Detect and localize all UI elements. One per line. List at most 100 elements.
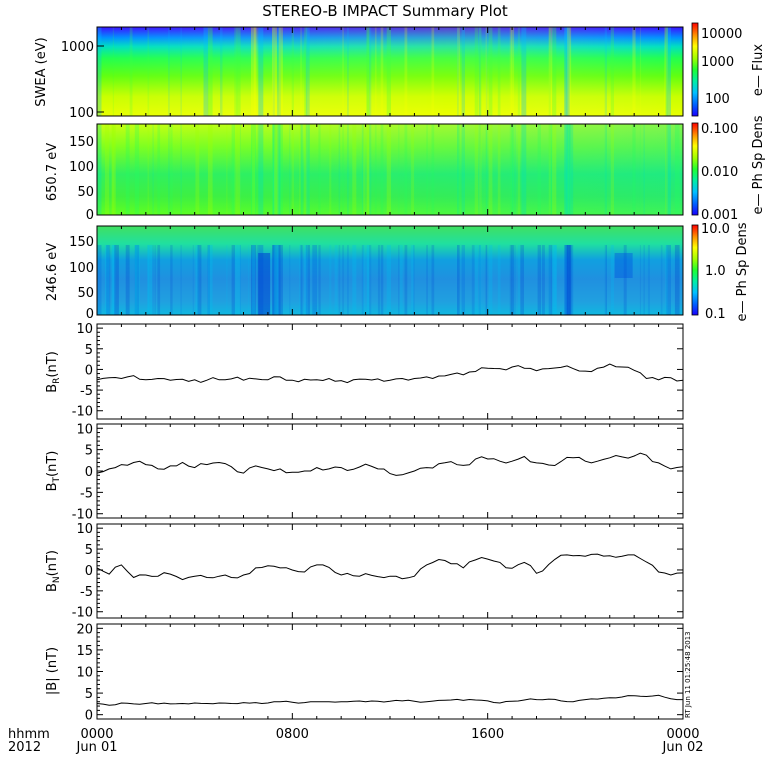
spectrogram-streak — [147, 124, 150, 215]
spectrogram-streak — [248, 245, 250, 315]
spectrogram-streak — [299, 124, 301, 215]
spectrogram-streak — [112, 27, 114, 116]
bn-ylabel: BN(nT) — [45, 550, 62, 592]
spectrogram-streak — [548, 27, 553, 116]
spectrogram-streak — [152, 124, 154, 215]
spectrogram-streak — [239, 124, 241, 215]
spectrogram-streak — [461, 124, 465, 215]
spectrogram-streak — [278, 124, 283, 215]
spectrogram-streak — [366, 124, 370, 215]
spectrogram-streak — [170, 124, 173, 215]
spectrogram-streak — [308, 124, 310, 215]
spectrogram-streak — [457, 27, 460, 116]
spectrogram-streak — [147, 27, 150, 116]
spectrogram-streak — [551, 245, 557, 315]
spectrogram-streak — [300, 124, 304, 215]
spectrogram-streak — [236, 245, 241, 315]
spectrogram-streak — [207, 124, 213, 215]
bt-ylabel: BT(nT) — [45, 451, 62, 492]
spectrogram-streak — [537, 245, 541, 315]
bt-ytick-label: -10 — [72, 508, 93, 523]
bn-panel: 10 5 0 -5 -10 BN(nT) — [45, 522, 684, 621]
spectrogram-streak — [134, 245, 140, 315]
spectrogram-streak — [674, 245, 680, 315]
spectrogram-streak — [564, 245, 568, 315]
pad246-spectrogram-image — [97, 226, 683, 315]
spectrogram-streak — [272, 124, 277, 215]
spectrogram-streak — [220, 27, 223, 116]
spectrogram-streak — [168, 27, 170, 116]
spectrogram-streak — [168, 124, 170, 215]
spectrogram-streak — [299, 245, 301, 315]
spectrogram-streak — [366, 245, 370, 315]
spectrogram-streak — [566, 245, 572, 315]
swea-cbar-tick-10000: 10000 — [701, 27, 742, 42]
spectrogram-streak — [129, 27, 133, 116]
spectrogram-streak — [258, 27, 264, 116]
pad246-cbar-tick-100: 10.0 — [701, 222, 730, 237]
spectrogram-streak — [180, 27, 182, 116]
spectrogram-streak — [273, 245, 276, 315]
spectrogram-streak — [329, 124, 332, 215]
pad650-spectrogram-panel: 150 100 50 0 650.7 eV 0.100 0.010 0.001 … — [45, 115, 766, 223]
bn-ytick-label: 5 — [85, 543, 93, 558]
spectrogram-streak — [604, 27, 607, 116]
spectrogram-streak — [564, 245, 569, 315]
spectrogram-streak — [512, 245, 514, 315]
spectrogram-streak — [431, 124, 435, 215]
spectrogram-streak — [277, 124, 281, 215]
spectrogram-streak — [380, 124, 384, 215]
spectrogram-streak — [147, 245, 153, 315]
swea-cbar-label: e— Flux — [751, 44, 766, 96]
spectrogram-streak — [605, 245, 607, 315]
pad650-ytick-100: 100 — [69, 160, 94, 175]
spectrogram-streak — [253, 27, 257, 116]
spectrogram-streak — [226, 124, 228, 215]
spectrogram-streak — [548, 124, 553, 215]
pad650-spectrogram-streaks — [97, 124, 680, 215]
spectrogram-streak — [277, 245, 281, 315]
br-ytick-label: -5 — [80, 384, 93, 399]
spectrogram-streak — [347, 124, 349, 215]
spectrogram-streak — [366, 124, 370, 215]
spectrogram-streak — [541, 245, 545, 315]
bn-ytick-label: 10 — [76, 522, 93, 537]
spectrogram-streak — [457, 27, 459, 116]
pad650-colorbar — [691, 122, 699, 216]
spectrogram-streak — [276, 245, 280, 315]
bmag-ytick-label: 10 — [76, 666, 93, 681]
spectrogram-streak — [111, 245, 115, 315]
spectrogram-streak — [485, 27, 488, 116]
spectrogram-streak — [154, 245, 156, 315]
pad246-ylabel: 246.6 eV — [45, 243, 60, 301]
spectrogram-streak — [666, 27, 671, 116]
spectrogram-streak — [674, 124, 680, 215]
spectrogram-streak — [125, 124, 130, 215]
spectrogram-streak — [485, 27, 488, 116]
spectrogram-streak — [342, 27, 344, 116]
spectrogram-streak — [252, 124, 255, 215]
spectrogram-streak — [565, 124, 571, 215]
spectrogram-streak — [639, 245, 641, 315]
spectrogram-streak — [363, 124, 366, 215]
swea-ytick-1000: 1000 — [61, 40, 94, 55]
spectrogram-streak — [231, 124, 235, 215]
spectrogram-streak — [488, 27, 493, 116]
spectrogram-streak — [203, 27, 209, 116]
spectrogram-streak — [277, 27, 281, 116]
swea-ytick-100: 100 — [69, 106, 94, 121]
pad650-cbar-label: e— Ph Sp Dens — [751, 115, 766, 214]
spectrogram-streak — [180, 124, 182, 215]
spectrogram-streak — [258, 253, 271, 315]
spectrogram-streak — [252, 245, 255, 315]
spectrogram-streak — [272, 245, 275, 315]
spectrogram-streak — [457, 124, 460, 215]
spectrogram-streak — [361, 245, 364, 315]
spectrogram-streak — [272, 124, 275, 215]
spectrogram-streak — [380, 245, 384, 315]
spectrogram-streak — [471, 245, 475, 315]
spectrogram-streak — [305, 245, 310, 315]
spectrogram-streak — [404, 245, 408, 315]
spectrogram-streak — [666, 245, 671, 315]
